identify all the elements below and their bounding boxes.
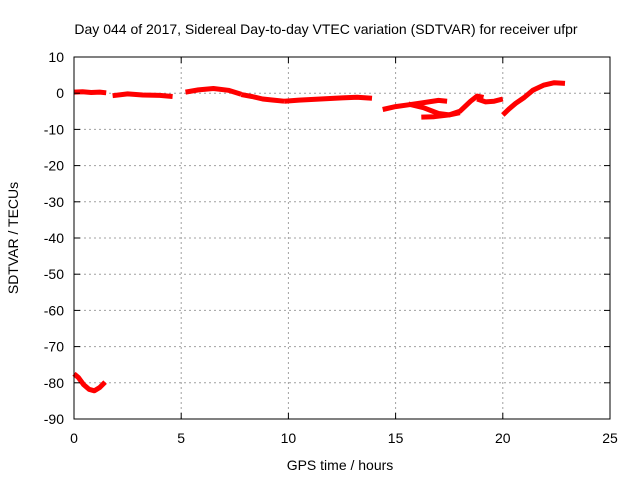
data-traces xyxy=(72,80,566,394)
y-tick-label: -30 xyxy=(44,194,64,210)
y-tick-label: -20 xyxy=(44,158,64,174)
x-tick-label: 0 xyxy=(70,430,78,446)
y-tick-label: -60 xyxy=(44,302,64,318)
series-arc-8 xyxy=(421,110,461,120)
series-arc-5 xyxy=(283,94,373,104)
y-tick-label: -40 xyxy=(44,230,64,246)
y-tick-label: 10 xyxy=(48,49,64,65)
x-tick-label: 5 xyxy=(177,430,185,446)
y-tick-label: -70 xyxy=(44,339,64,355)
x-tick-label: 20 xyxy=(495,430,511,446)
x-tick-label: 15 xyxy=(388,430,404,446)
grid-lines xyxy=(74,57,610,419)
axes: 0 5 10 15 20 25 10 0 -10 -20 -30 -40 -50 -60 -70 -80 -90 xyxy=(44,49,618,446)
y-tick-label: -80 xyxy=(44,375,64,391)
series-arc-3 xyxy=(185,86,242,97)
x-tick-label: 10 xyxy=(281,430,297,446)
series-arc-4 xyxy=(240,92,285,104)
y-tick-label: -50 xyxy=(44,266,64,282)
x-axis-label: GPS time / hours xyxy=(287,457,394,473)
y-tick-label: 0 xyxy=(56,85,64,101)
series-arc-1 xyxy=(73,89,107,96)
series-arc-10 xyxy=(501,80,566,117)
y-axis-label: SDTVAR / TECUs xyxy=(5,182,21,294)
series-arc-2 xyxy=(112,91,173,99)
series-arc-11 xyxy=(72,371,107,394)
series-arc-9 xyxy=(476,96,504,105)
y-tick-label: -10 xyxy=(44,121,64,137)
chart-title: Day 044 of 2017, Sidereal Day-to-day VTE… xyxy=(74,21,578,37)
x-tick-label: 25 xyxy=(602,430,618,446)
y-tick-label: -90 xyxy=(44,411,64,427)
